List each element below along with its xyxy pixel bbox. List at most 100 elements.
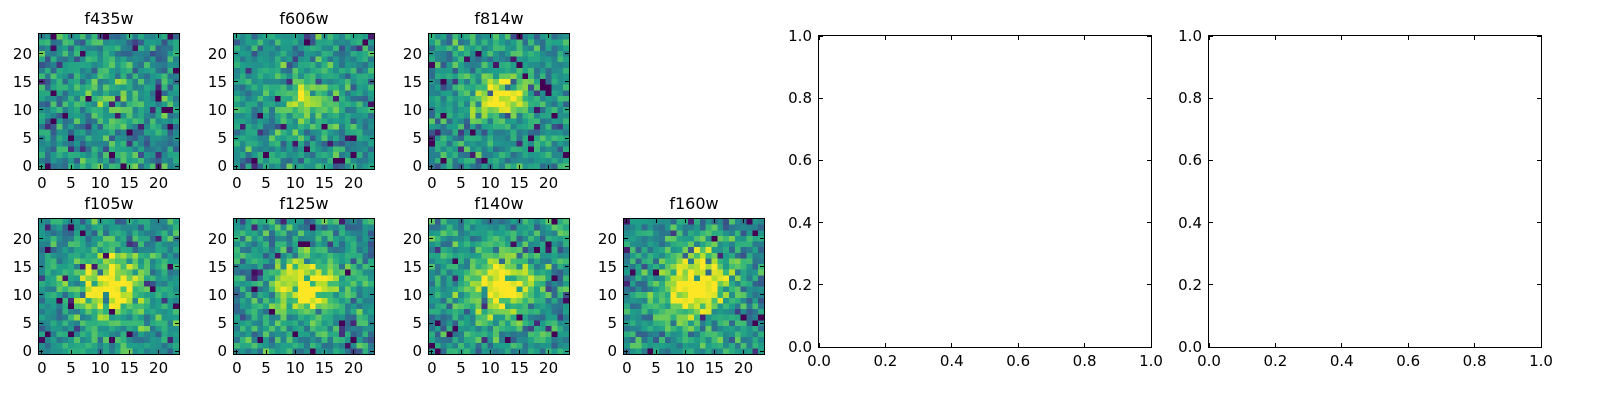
x-tick-label: 1.0 <box>1529 352 1553 370</box>
panel-title: f140w <box>474 194 524 213</box>
x-tick-mark <box>431 219 433 223</box>
x-tick-label: 15 <box>119 174 139 192</box>
plot-area <box>38 33 180 170</box>
x-tick-label: 0.2 <box>873 352 898 370</box>
x-tick-mark <box>684 219 686 223</box>
x-tick-mark <box>265 34 267 38</box>
x-tick-label: 10 <box>90 174 110 192</box>
y-tick-mark <box>819 346 823 348</box>
x-tick-mark <box>353 165 355 169</box>
x-tick-mark <box>1084 343 1086 347</box>
heatmap-image <box>624 219 764 354</box>
x-tick-label: 20 <box>344 359 364 377</box>
x-tick-mark <box>626 219 628 223</box>
x-tick-label: 0 <box>232 359 242 377</box>
y-tick-mark <box>1537 36 1541 37</box>
y-tick-label: 15 <box>402 257 422 276</box>
y-tick-mark <box>370 53 374 55</box>
x-tick-mark <box>884 36 886 40</box>
x-tick-label: 15 <box>314 359 334 377</box>
x-tick-label: 20 <box>344 174 364 192</box>
x-tick-mark <box>158 34 160 38</box>
y-tick-mark <box>39 81 43 83</box>
y-tick-mark <box>234 238 238 240</box>
y-tick-mark <box>39 350 43 352</box>
heatmap-image <box>429 34 569 169</box>
x-tick-label: 0 <box>37 174 47 192</box>
x-tick-mark <box>158 350 160 354</box>
y-tick-label: 20 <box>597 229 617 248</box>
y-tick-mark <box>429 266 433 268</box>
x-tick-label: 5 <box>456 359 466 377</box>
x-tick-mark <box>294 350 296 354</box>
x-tick-mark <box>518 34 520 38</box>
panel-title: f105w <box>84 194 134 213</box>
x-tick-mark <box>1209 343 1210 347</box>
panel-title: f160w <box>669 194 719 213</box>
y-tick-label: 5 <box>217 129 227 148</box>
x-tick-label: 15 <box>704 359 724 377</box>
y-tick-mark <box>39 238 43 240</box>
y-tick-mark <box>1209 284 1213 286</box>
y-tick-mark <box>175 266 179 268</box>
plot-area <box>428 218 570 355</box>
y-tick-label: 20 <box>12 229 32 248</box>
x-tick-label: 1.0 <box>1139 352 1163 370</box>
y-tick-mark <box>760 266 764 268</box>
y-tick-mark <box>175 350 179 352</box>
x-tick-label: 5 <box>456 174 466 192</box>
x-tick-mark <box>518 350 520 354</box>
heatmap-image <box>234 219 374 354</box>
y-tick-mark <box>624 294 628 296</box>
x-tick-mark <box>353 34 355 38</box>
x-tick-mark <box>1150 343 1152 347</box>
x-tick-mark <box>265 165 267 169</box>
x-tick-mark <box>1084 36 1086 40</box>
x-tick-label: 20 <box>149 359 169 377</box>
plot-area <box>1208 35 1542 348</box>
y-tick-mark <box>1537 346 1541 348</box>
y-tick-mark <box>1537 222 1541 224</box>
y-tick-label: 0 <box>22 342 32 361</box>
y-tick-mark <box>565 81 569 83</box>
x-tick-mark <box>1407 36 1409 40</box>
y-tick-mark <box>370 109 374 111</box>
y-tick-mark <box>1537 284 1541 286</box>
y-tick-mark <box>760 322 764 324</box>
x-tick-mark <box>951 343 953 347</box>
y-tick-mark <box>175 109 179 111</box>
x-tick-label: 0.2 <box>1263 352 1288 370</box>
y-tick-label: 15 <box>207 257 227 276</box>
x-tick-label: 5 <box>261 174 271 192</box>
y-tick-label: 0.4 <box>788 213 812 232</box>
y-tick-mark <box>1147 222 1151 224</box>
x-tick-mark <box>1540 343 1542 347</box>
x-tick-mark <box>518 219 520 223</box>
x-tick-mark <box>236 34 238 38</box>
x-tick-mark <box>655 219 657 223</box>
x-tick-mark <box>294 219 296 223</box>
x-tick-mark <box>548 34 550 38</box>
x-tick-mark <box>1274 343 1276 347</box>
y-tick-mark <box>234 53 238 55</box>
panel-title: f435w <box>84 9 134 28</box>
x-tick-mark <box>353 350 355 354</box>
x-tick-mark <box>323 165 325 169</box>
x-tick-label: 0.6 <box>1006 352 1031 370</box>
y-tick-mark <box>429 322 433 324</box>
y-tick-mark <box>39 322 43 324</box>
y-tick-mark <box>234 266 238 268</box>
plot-area <box>233 33 375 170</box>
x-tick-label: 20 <box>734 359 754 377</box>
y-tick-mark <box>624 350 628 352</box>
y-tick-mark <box>370 294 374 296</box>
x-tick-label: 0.0 <box>1197 352 1221 370</box>
x-tick-mark <box>489 219 491 223</box>
x-tick-mark <box>743 350 745 354</box>
x-tick-mark <box>489 34 491 38</box>
y-tick-label: 15 <box>12 72 32 91</box>
y-tick-mark <box>429 294 433 296</box>
y-tick-mark <box>1209 222 1213 224</box>
x-tick-mark <box>743 219 745 223</box>
